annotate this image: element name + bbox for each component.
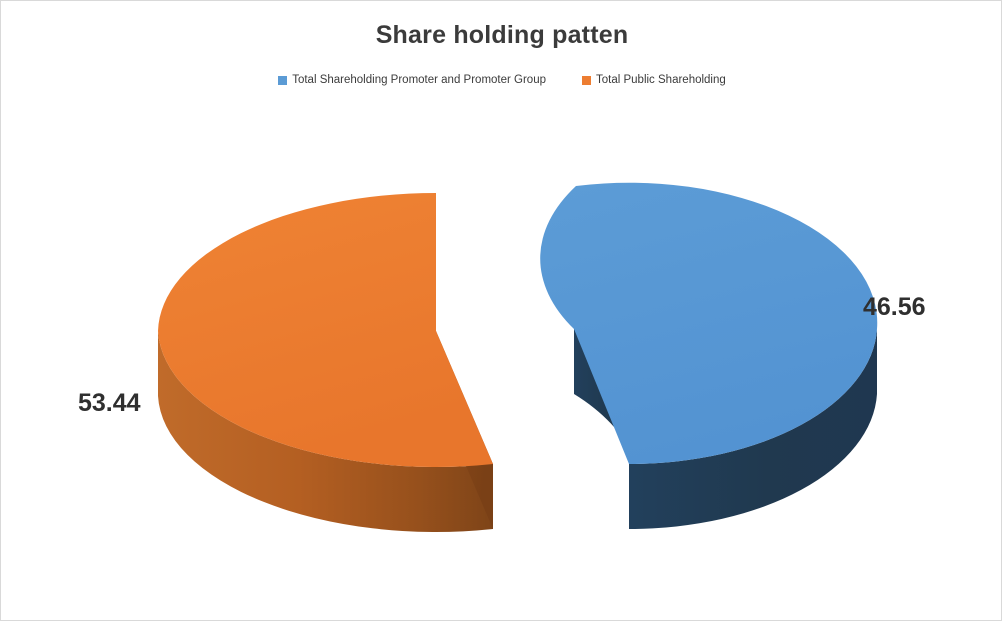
chart-legend: Total Shareholding Promoter and Promoter… (1, 74, 1001, 87)
legend-item-public[interactable]: Total Public Shareholding (582, 74, 726, 87)
data-label-promoter: 46.56 (863, 293, 926, 321)
legend-square-icon (582, 76, 591, 85)
legend-item-promoter[interactable]: Total Shareholding Promoter and Promoter… (278, 74, 546, 87)
pie-slice-promoter-rim (629, 329, 877, 530)
pie-slice-promoter-top (540, 182, 878, 464)
legend-label-public: Total Public Shareholding (596, 74, 726, 86)
legend-square-icon (278, 76, 288, 85)
pie-slice-promoter[interactable] (540, 182, 878, 530)
legend-label-promoter: Total Shareholding Promoter and Promoter… (292, 74, 546, 86)
chart-title: Share holding patten (375, 21, 629, 49)
pie-slice-public-top (158, 193, 493, 467)
pie-slice-public[interactable] (158, 193, 493, 532)
pie-slice-public-side (158, 331, 493, 532)
data-label-public: 53.44 (78, 389, 141, 417)
